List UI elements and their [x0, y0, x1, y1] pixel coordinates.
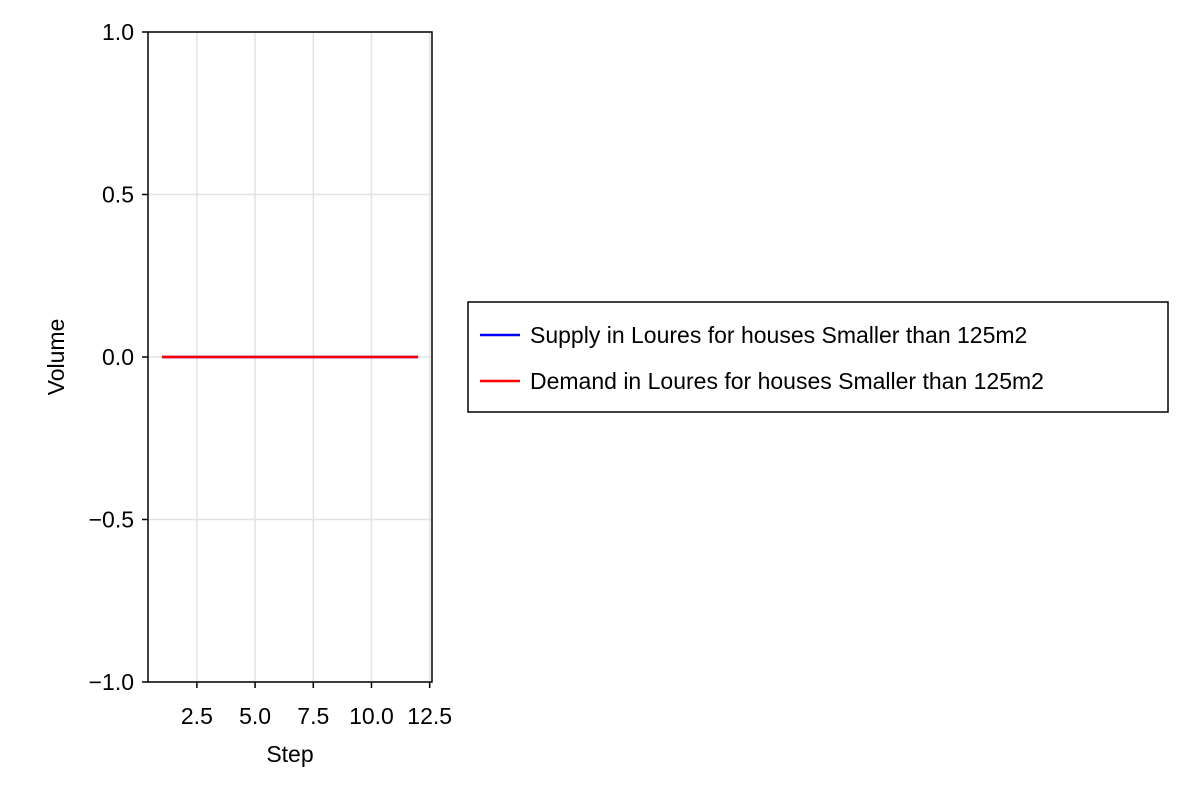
- x-axis-title: Step: [266, 741, 313, 767]
- legend-box: [467, 301, 1169, 413]
- x-tick-label: 7.5: [297, 703, 329, 729]
- y-tick-label: −1.0: [89, 669, 134, 695]
- x-tick-label: 12.5: [407, 703, 452, 729]
- y-tick-label: 0.5: [102, 182, 134, 208]
- axis-tick-labels: 2.5 5.0 7.5 10.0 12.5 −1.0 −0.5 0.0 0.5 1.0: [89, 19, 452, 729]
- y-tick-label: −0.5: [89, 507, 134, 533]
- y-tick-label: 0.0: [102, 344, 134, 370]
- x-tick-label: 10.0: [349, 703, 394, 729]
- legend: Supply in Loures for houses Smaller than…: [467, 301, 1169, 413]
- axis-ticks: [142, 31, 431, 688]
- x-tick-label: 2.5: [181, 703, 213, 729]
- y-tick-label: 1.0: [102, 19, 134, 45]
- x-tick-label: 5.0: [239, 703, 271, 729]
- legend-label: Demand in Loures for houses Smaller than…: [530, 368, 1044, 394]
- y-axis-title: Volume: [43, 319, 69, 396]
- legend-label: Supply in Loures for houses Smaller than…: [530, 322, 1027, 348]
